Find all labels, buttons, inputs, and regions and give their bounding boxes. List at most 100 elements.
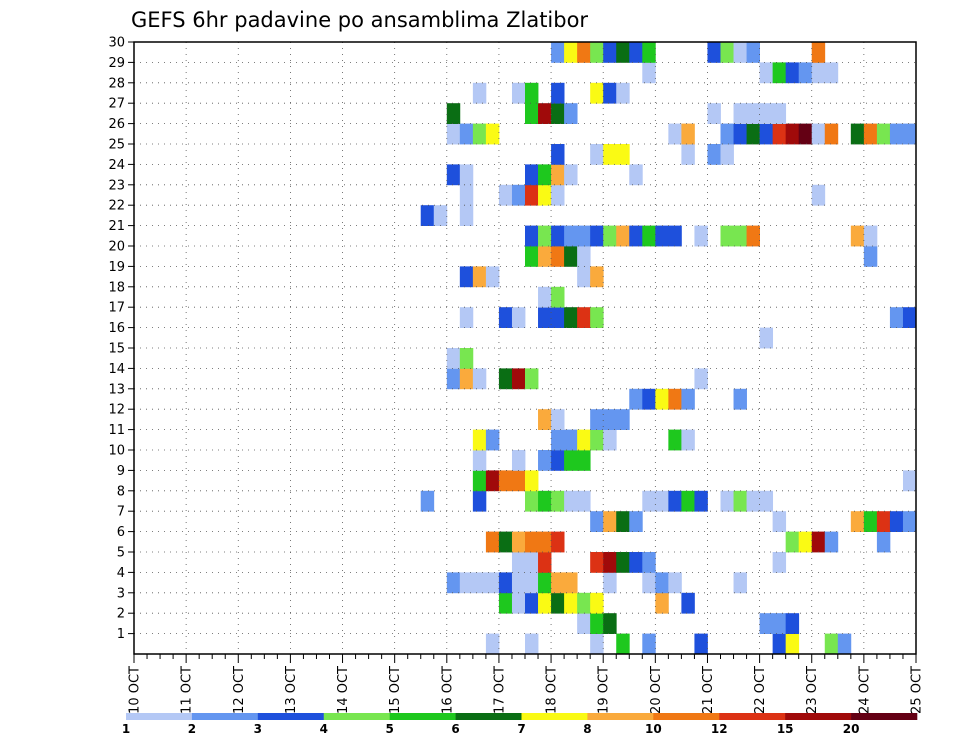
heatmap-cell <box>446 123 461 145</box>
heatmap-cell <box>629 511 643 532</box>
heatmap-cell <box>511 572 526 594</box>
heatmap-cell <box>720 42 734 63</box>
heatmap-cell <box>538 409 552 430</box>
heatmap-cell <box>472 490 487 512</box>
colorbar-label: 2 <box>188 722 196 736</box>
y-tick-label: 10 <box>108 444 125 459</box>
heatmap-cell <box>863 511 878 532</box>
heatmap-cell <box>746 103 760 124</box>
heatmap-cell <box>603 82 617 104</box>
heatmap-cell <box>590 613 604 634</box>
heatmap-cell <box>551 286 565 308</box>
heatmap-cell <box>681 592 695 614</box>
heatmap-cell <box>850 225 865 247</box>
heatmap-cell <box>498 572 513 594</box>
heatmap-cell <box>629 42 643 63</box>
heatmap-cell <box>655 592 669 614</box>
heatmap-cell <box>642 62 656 84</box>
heatmap-cell <box>603 409 617 430</box>
heatmap-cell <box>590 42 604 63</box>
heatmap-cell <box>590 307 604 328</box>
heatmap-cell <box>668 490 682 512</box>
heatmap-cell <box>655 490 669 512</box>
heatmap-cell <box>629 552 643 573</box>
colorbar-swatch <box>257 713 325 720</box>
y-tick-label: 11 <box>108 423 125 438</box>
heatmap-cell <box>577 307 591 328</box>
heatmap-cells <box>420 42 917 655</box>
colorbar-label: 3 <box>254 722 262 736</box>
colorbar-swatch <box>191 713 259 720</box>
heatmap-cell <box>551 225 565 247</box>
heatmap-cell <box>694 633 708 655</box>
heatmap-cell <box>681 490 695 512</box>
heatmap-cell <box>668 225 682 247</box>
heatmap-cell <box>472 368 487 390</box>
heatmap-cell <box>811 184 826 206</box>
colorbar-label: 15 <box>777 722 794 736</box>
heatmap-cell <box>603 511 617 532</box>
heatmap-cell <box>590 592 604 614</box>
y-tick-label: 18 <box>108 280 125 295</box>
y-tick-label: 29 <box>108 56 125 71</box>
heatmap-cell <box>785 62 800 84</box>
heatmap-cell <box>538 572 552 594</box>
y-tick-label: 28 <box>108 76 125 91</box>
heatmap-cell <box>759 62 774 84</box>
heatmap-cell <box>446 368 461 390</box>
heatmap-cell <box>720 225 734 247</box>
heatmap-cell <box>538 552 552 573</box>
heatmap-cell <box>902 307 917 328</box>
heatmap-cell <box>498 531 513 553</box>
heatmap-cell <box>525 572 539 594</box>
heatmap-cell <box>485 429 500 451</box>
heatmap-cell <box>824 531 839 553</box>
heatmap-cell <box>525 552 539 573</box>
heatmap-cell <box>629 164 643 186</box>
colorbar-label: 12 <box>711 722 728 736</box>
heatmap-cell <box>538 490 552 512</box>
heatmap-cell <box>498 307 513 328</box>
heatmap-cell <box>642 633 656 655</box>
y-tick-label: 16 <box>108 321 125 336</box>
colorbar-label: 10 <box>645 722 662 736</box>
heatmap-cell <box>459 368 474 390</box>
heatmap-cell <box>525 82 539 104</box>
heatmap-cell <box>733 42 747 63</box>
heatmap-cell <box>525 184 539 206</box>
heatmap-cell <box>485 531 500 553</box>
heatmap-cell <box>759 490 774 512</box>
y-axis: 1234567891011121314151617181920212223242… <box>108 36 134 642</box>
y-tick-label: 19 <box>108 260 125 275</box>
heatmap-cell <box>564 490 578 512</box>
heatmap-cell <box>511 368 526 390</box>
heatmap-cell <box>707 144 721 165</box>
heatmap-cell <box>642 552 656 573</box>
heatmap-cell <box>707 42 721 63</box>
heatmap-cell <box>824 62 839 84</box>
y-tick-label: 1 <box>117 627 125 642</box>
x-tick-label: 23 OCT <box>805 666 820 714</box>
heatmap-cell <box>511 450 526 471</box>
heatmap-cell <box>850 511 865 532</box>
heatmap-cell <box>785 123 800 145</box>
heatmap-cell <box>616 82 630 104</box>
heatmap-cell <box>551 103 565 124</box>
heatmap-cell <box>785 613 800 634</box>
heatmap-cell <box>538 307 552 328</box>
y-tick-label: 7 <box>117 505 125 520</box>
heatmap-cell <box>472 470 487 492</box>
heatmap-cell <box>681 123 695 145</box>
heatmap-cell <box>551 572 565 594</box>
heatmap-cell <box>472 82 487 104</box>
heatmap-cell <box>551 429 565 451</box>
heatmap-cell <box>459 164 474 186</box>
heatmap-cell <box>642 42 656 63</box>
heatmap-cell <box>616 225 630 247</box>
heatmap-cell <box>525 103 539 124</box>
heatmap-cell <box>538 184 552 206</box>
heatmap-cell <box>485 123 500 145</box>
heatmap-cell <box>498 470 513 492</box>
heatmap-cell <box>459 266 474 288</box>
heatmap-cell <box>798 123 813 145</box>
